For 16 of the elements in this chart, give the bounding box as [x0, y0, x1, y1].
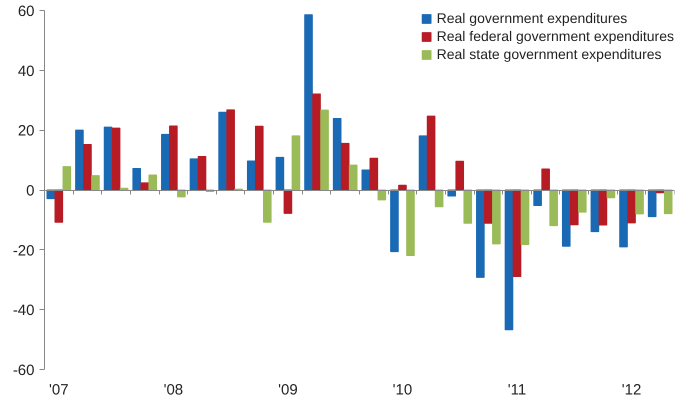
y-tick-label: 40	[18, 62, 35, 80]
legend-label: Real government expenditures	[436, 10, 628, 26]
y-tick-label: 60	[18, 3, 35, 20]
y-tick-label: -40	[12, 302, 35, 320]
y-tick-label: 20	[18, 122, 35, 140]
x-tick-label: '09	[278, 382, 298, 398]
legend-label: Real state government expenditures	[436, 46, 662, 62]
x-tick-label: '11	[508, 382, 526, 398]
x-tick-label: '07	[49, 382, 69, 398]
x-tick-label: '10	[392, 382, 412, 398]
x-tick-label: '12	[622, 382, 642, 398]
x-tick-label: '08	[164, 382, 184, 398]
legend-label: Real federal government expenditures	[436, 28, 674, 44]
y-tick-label: 0	[26, 182, 34, 200]
y-tick-label: -60	[12, 362, 35, 379]
y-tick-label: -20	[12, 242, 35, 260]
